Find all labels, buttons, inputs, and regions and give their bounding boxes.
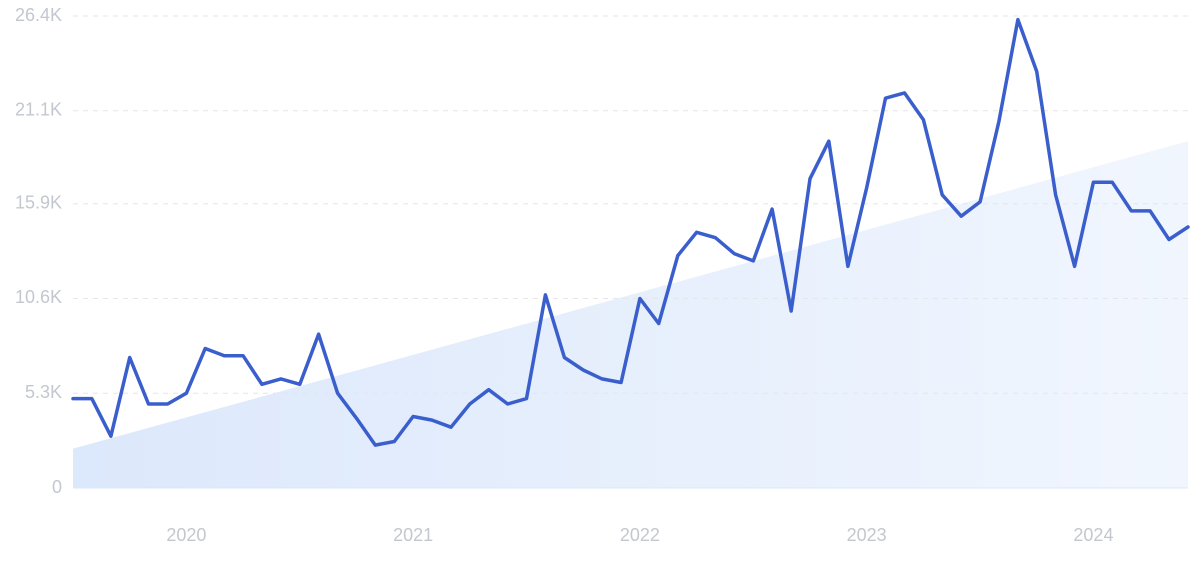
x-tick-label: 2024 — [1073, 525, 1113, 545]
y-tick-label: 10.6K — [15, 287, 62, 307]
trend-area — [73, 141, 1188, 488]
x-tick-label: 2022 — [620, 525, 660, 545]
x-tick-label: 2021 — [393, 525, 433, 545]
y-tick-label: 5.3K — [25, 382, 62, 402]
y-tick-label: 21.1K — [15, 100, 62, 120]
x-tick-label: 2023 — [847, 525, 887, 545]
line-series — [71, 17, 1190, 447]
y-tick-label: 0 — [52, 477, 62, 497]
x-tick-label: 2020 — [166, 525, 206, 545]
y-tick-label: 15.9K — [15, 192, 62, 212]
y-tick-label: 26.4K — [15, 5, 62, 25]
